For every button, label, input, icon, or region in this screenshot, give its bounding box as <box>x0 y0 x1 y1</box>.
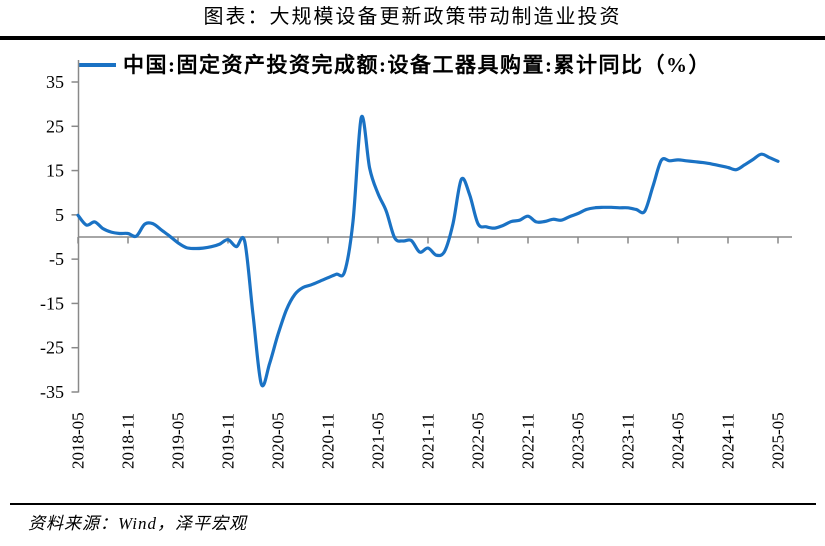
x-tick-label: 2024-05 <box>669 412 688 469</box>
x-tick-label: 2020-05 <box>269 412 288 469</box>
y-tick-label: -5 <box>49 249 64 269</box>
source-note: 资料来源：Wind，泽平宏观 <box>28 514 247 533</box>
x-tick-label: 2021-11 <box>419 413 438 469</box>
x-tick-label: 2022-05 <box>469 412 488 469</box>
title-rule <box>0 36 825 40</box>
x-tick-label: 2018-05 <box>69 412 88 469</box>
x-tick-label: 2024-11 <box>719 413 738 469</box>
x-ticks: 2018-05 2018-11 2019-05 2019-11 2020-05 2020-… <box>69 237 788 469</box>
y-ticks: 35 25 15 5 -5 -15 -25 -35 <box>40 72 79 402</box>
y-tick-label: -35 <box>40 382 64 402</box>
legend-label: 中国:固定资产投资完成额:设备工器具购置:累计同比（%） <box>123 53 711 77</box>
x-tick-label: 2023-05 <box>569 412 588 469</box>
page-title: 图表：大规模设备更新政策带动制造业投资 <box>203 6 622 28</box>
footer-rule <box>10 503 816 505</box>
x-tick-label: 2021-05 <box>369 412 388 469</box>
y-tick-label: 25 <box>46 116 64 136</box>
y-tick-label: -25 <box>40 338 64 358</box>
x-tick-label: 2025-05 <box>769 412 788 469</box>
x-tick-label: 2022-11 <box>519 413 538 469</box>
series-line <box>76 114 780 388</box>
x-tick-label: 2020-11 <box>319 413 338 469</box>
x-tick-label: 2019-05 <box>169 412 188 469</box>
x-tick-label: 2023-11 <box>619 413 638 469</box>
y-tick-label: -15 <box>40 293 64 313</box>
y-tick-label: 15 <box>46 161 64 181</box>
y-tick-label: 35 <box>46 72 64 92</box>
x-tick-label: 2018-11 <box>119 413 138 469</box>
y-tick-label: 5 <box>55 205 64 225</box>
x-tick-label: 2019-11 <box>219 413 238 469</box>
